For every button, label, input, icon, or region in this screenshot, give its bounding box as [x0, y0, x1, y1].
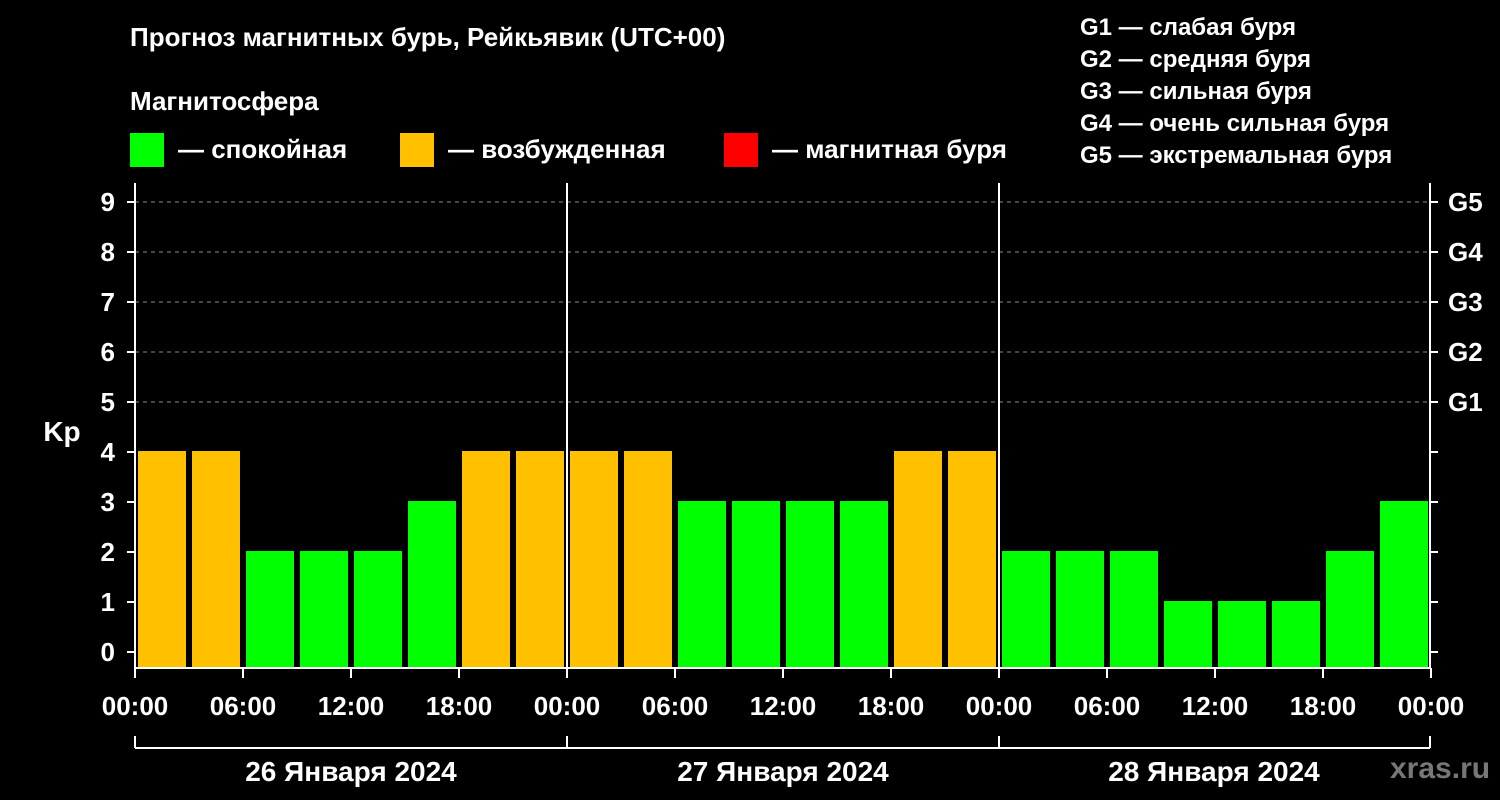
x-tick-label: 18:00 [426, 691, 493, 721]
storm-level-tick-label: G5 [1448, 187, 1483, 217]
storm-level-tick-label: G1 [1448, 387, 1483, 417]
day-label: 27 Января 2024 [677, 756, 889, 787]
kp-bar [138, 451, 186, 668]
chart-title: Прогноз магнитных бурь, Рейкьявик (UTC+0… [130, 22, 726, 52]
kp-bar [408, 501, 456, 668]
kp-bar [1380, 501, 1428, 668]
x-tick-label: 18:00 [858, 691, 925, 721]
x-tick-label: 00:00 [1398, 691, 1465, 721]
kp-bar [516, 451, 564, 668]
storm-level-g5: G5 — экстремальная буря [1080, 142, 1393, 169]
y-tick-label: 1 [101, 587, 115, 617]
legend-heading: Магнитосфера [130, 86, 319, 116]
storm-level-tick-label: G2 [1448, 337, 1483, 367]
kp-bar [948, 451, 996, 668]
kp-bar [246, 551, 294, 668]
storm-level-tick-label: G3 [1448, 287, 1483, 317]
legend-swatch-quiet [130, 133, 164, 167]
x-tick-label: 12:00 [318, 691, 385, 721]
x-tick-label: 12:00 [1182, 691, 1249, 721]
storm-level-g3: G3 — сильная буря [1080, 78, 1312, 105]
x-tick-label: 00:00 [966, 691, 1033, 721]
y-tick-label: 7 [101, 287, 115, 317]
x-tick-label: 06:00 [642, 691, 709, 721]
legend-label-storm: — магнитная буря [772, 134, 1007, 164]
kp-bar [1164, 601, 1212, 668]
kp-bar [354, 551, 402, 668]
y-tick-label: 8 [101, 237, 115, 267]
kp-bar [894, 451, 942, 668]
y-tick-label: 6 [101, 337, 115, 367]
kp-bar [1272, 601, 1320, 668]
day-label: 28 Января 2024 [1108, 756, 1320, 787]
kp-bar [732, 501, 780, 668]
kp-bar [786, 501, 834, 668]
kp-bar [1002, 551, 1050, 668]
kp-bar [840, 501, 888, 668]
x-tick-label: 00:00 [102, 691, 169, 721]
y-tick-label: 3 [101, 487, 115, 517]
y-tick-label: 2 [101, 537, 115, 567]
kp-bar [300, 551, 348, 668]
kp-bar [624, 451, 672, 668]
kp-bar [570, 451, 618, 668]
storm-level-g1: G1 — слабая буря [1080, 14, 1297, 41]
x-tick-label: 06:00 [1074, 691, 1141, 721]
kp-bar [1218, 601, 1266, 668]
storm-level-g4: G4 — очень сильная буря [1080, 110, 1390, 137]
x-tick-label: 12:00 [750, 691, 817, 721]
watermark: xras.ru [1390, 752, 1491, 785]
storm-level-tick-label: G4 [1448, 237, 1483, 267]
legend-swatch-active [400, 133, 434, 167]
kp-bar [678, 501, 726, 668]
y-tick-label: 4 [101, 437, 116, 467]
y-tick-label: 9 [101, 187, 115, 217]
kp-bar [462, 451, 510, 668]
storm-level-g2: G2 — средняя буря [1080, 46, 1311, 73]
x-tick-label: 06:00 [210, 691, 277, 721]
legend-label-active: — возбужденная [448, 134, 666, 164]
legend-label-quiet: — спокойная [178, 134, 348, 164]
kp-bar [1326, 551, 1374, 668]
x-tick-label: 18:00 [1290, 691, 1357, 721]
y-tick-label: 5 [101, 387, 115, 417]
y-axis-label: Kp [43, 416, 80, 447]
kp-bar [192, 451, 240, 668]
y-tick-label: 0 [101, 637, 115, 667]
legend-swatch-storm [724, 133, 758, 167]
kp-bar [1110, 551, 1158, 668]
kp-bar [1056, 551, 1104, 668]
day-label: 26 Января 2024 [245, 756, 457, 787]
x-tick-label: 00:00 [534, 691, 601, 721]
